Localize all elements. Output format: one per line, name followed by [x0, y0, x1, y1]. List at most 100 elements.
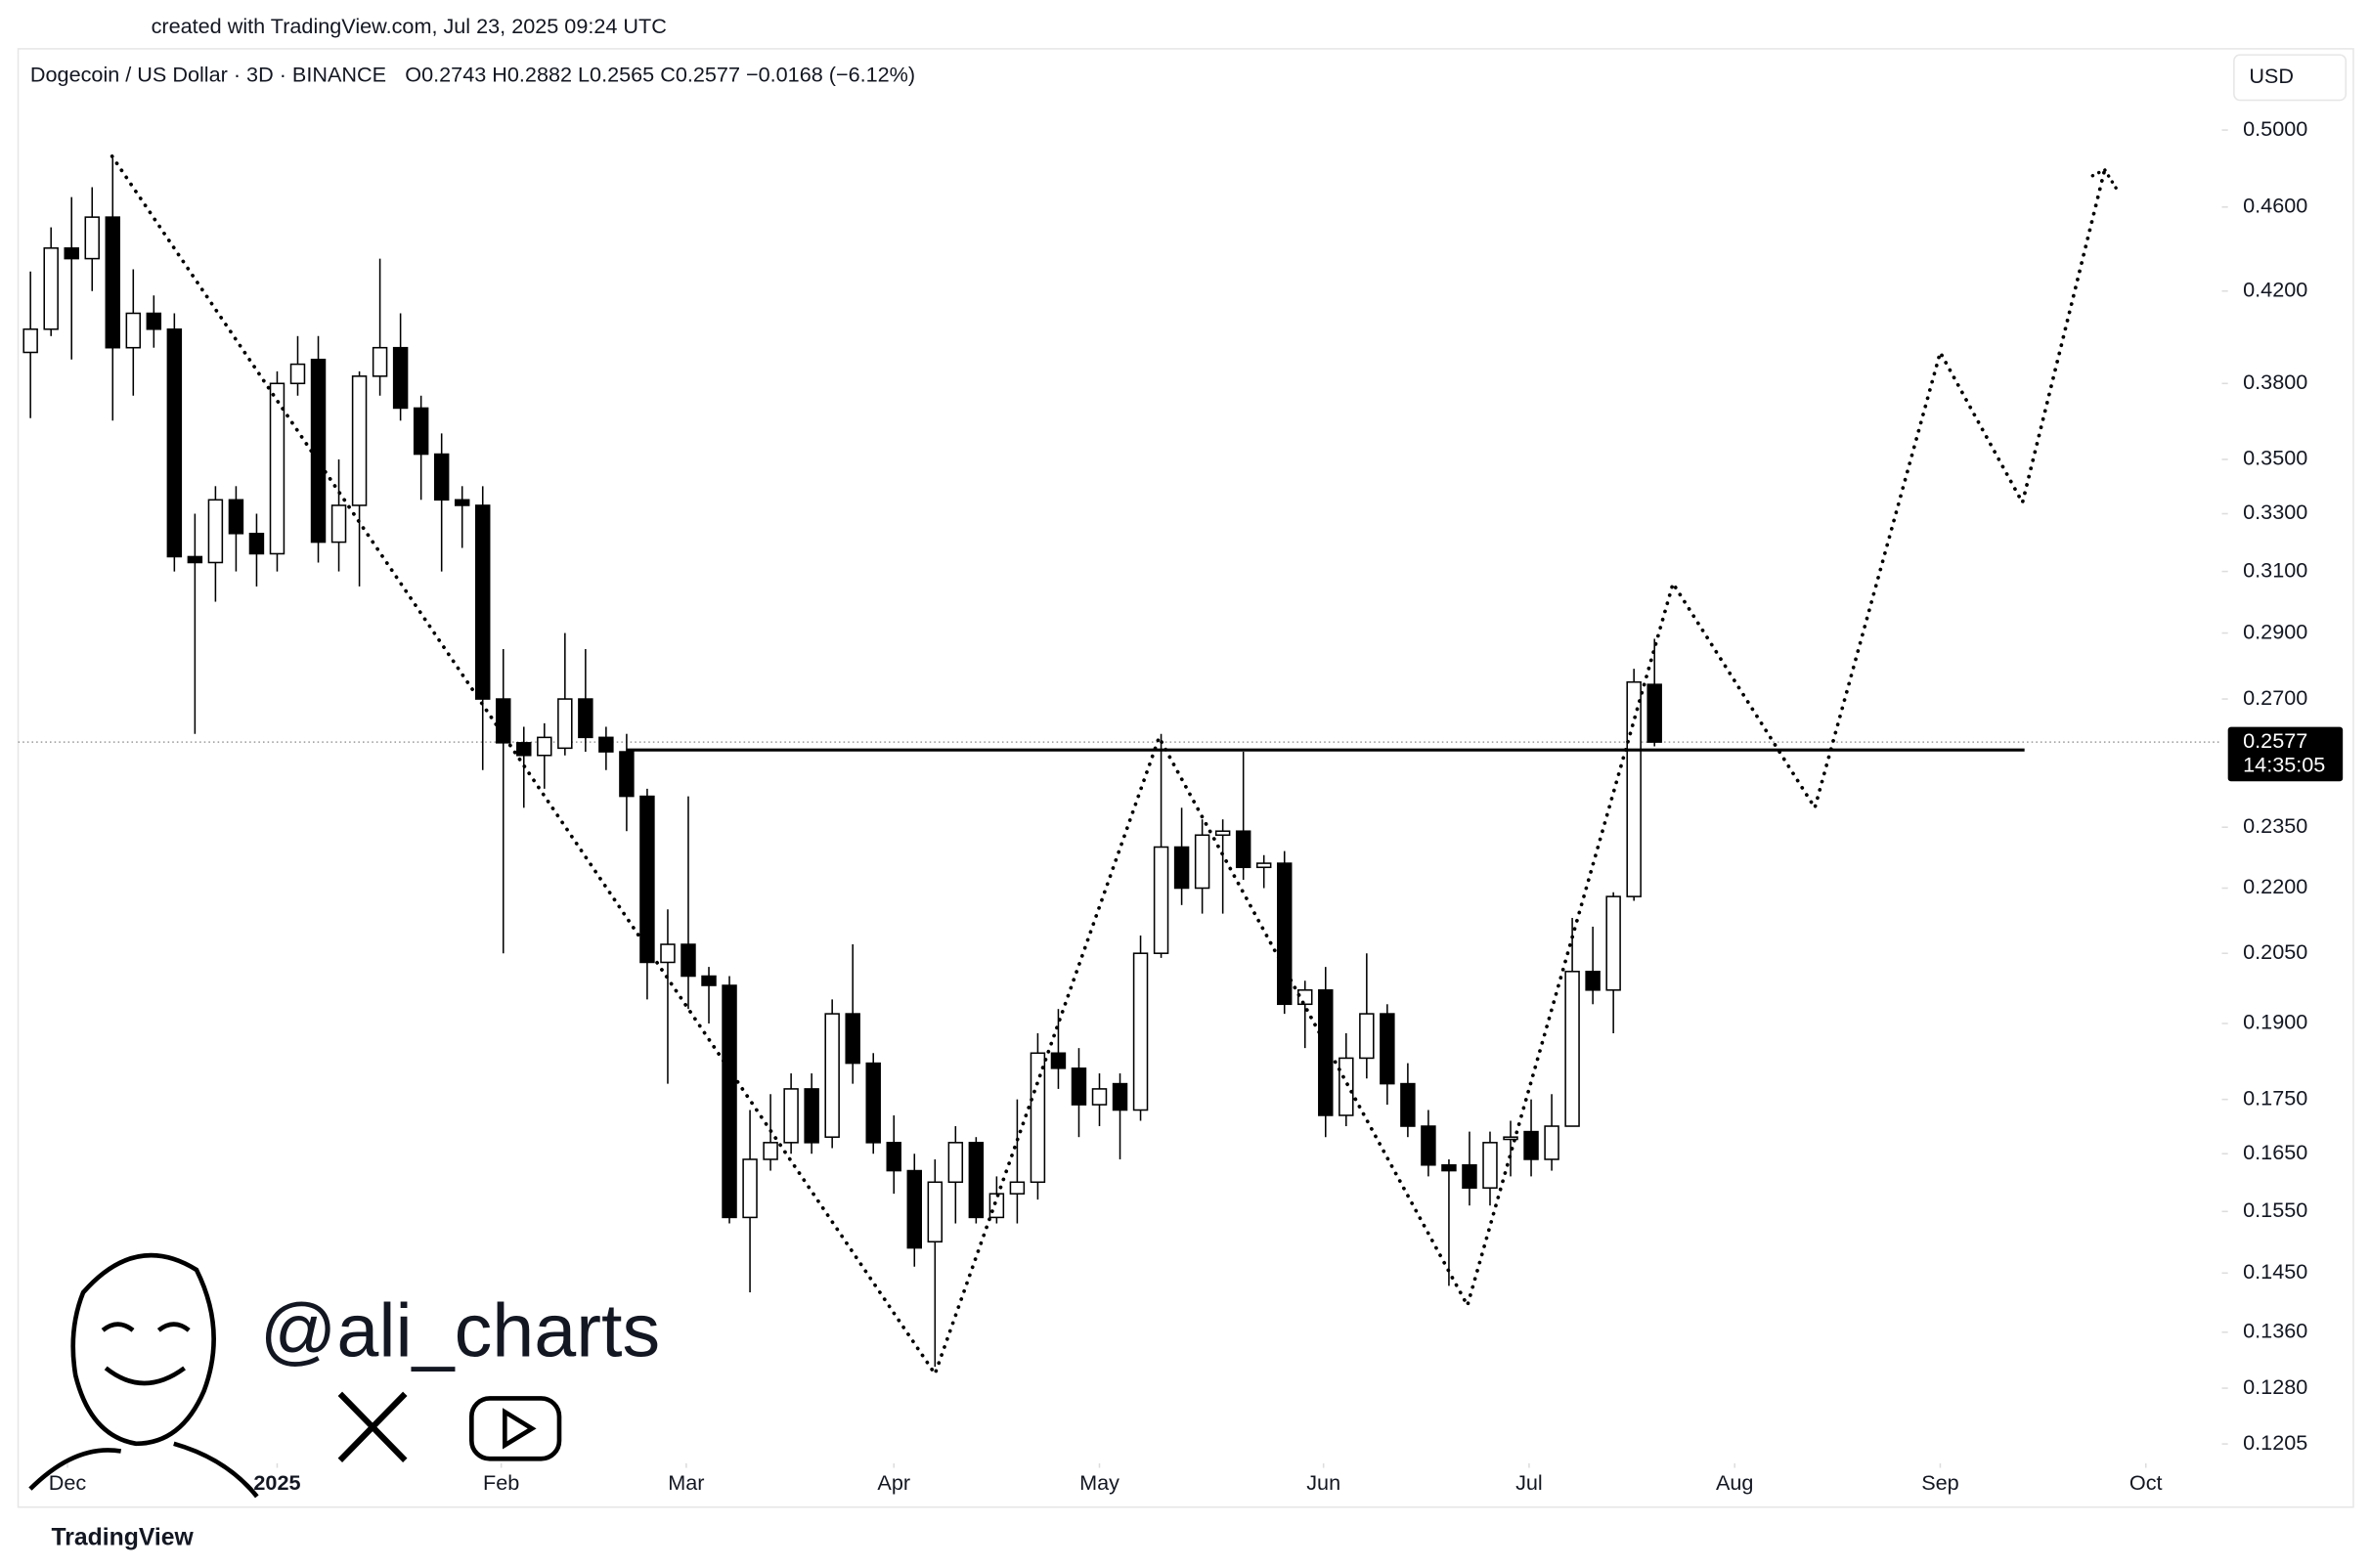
- y-tick-label: 0.1360: [2243, 1319, 2307, 1343]
- candle-body: [701, 975, 717, 986]
- candle-body: [1626, 680, 1642, 897]
- candle-body: [1523, 1130, 1539, 1160]
- projection-path: [110, 154, 2107, 1378]
- candle-body: [43, 247, 59, 330]
- candle-body: [639, 795, 655, 964]
- candle-body: [804, 1088, 819, 1144]
- candle-body: [248, 532, 265, 555]
- y-tick-label: 0.1650: [2243, 1140, 2307, 1164]
- candle-body: [1009, 1181, 1026, 1195]
- candle-body: [1605, 895, 1621, 991]
- candle-body: [763, 1142, 778, 1160]
- y-tick-label: 0.5000: [2243, 116, 2307, 141]
- x-tick-label: Mar: [668, 1470, 704, 1495]
- candle-body: [845, 1013, 860, 1065]
- candle-body: [1585, 971, 1601, 991]
- candle-body: [886, 1142, 901, 1172]
- candle-body: [64, 247, 79, 260]
- candle-body: [1173, 846, 1190, 890]
- y-tick-label: 0.4200: [2243, 277, 2307, 301]
- youtube-logo[interactable]: [469, 1396, 562, 1461]
- mascot: [28, 1252, 259, 1499]
- candle-body: [1380, 1013, 1395, 1085]
- y-tick-label: 0.3800: [2243, 370, 2307, 394]
- candle-body: [1503, 1136, 1518, 1141]
- x-tick-label: Jun: [1306, 1470, 1340, 1495]
- currency[interactable]: USD: [2249, 64, 2294, 88]
- created-note: created with TradingView.com, Jul 23, 20…: [152, 14, 667, 38]
- candle-body: [557, 698, 573, 750]
- candle-body: [598, 736, 614, 753]
- candle-body: [207, 499, 224, 564]
- candle-body: [619, 751, 635, 798]
- ohlc: O0.2743 H0.2882 L0.2565 C0.2577 −0.0168 …: [405, 62, 915, 86]
- y-tick-label: 0.3100: [2243, 557, 2307, 582]
- candle-body: [578, 698, 593, 739]
- candle-body: [1318, 989, 1334, 1116]
- price-label: 0.2577: [2243, 728, 2307, 753]
- candle-body: [1462, 1163, 1477, 1189]
- x-tick-label: May: [1079, 1470, 1119, 1495]
- candle-body: [392, 346, 409, 410]
- candle-body: [1646, 683, 1662, 743]
- candle-body: [372, 346, 388, 377]
- candle-body: [496, 698, 511, 744]
- y-tick-label: 0.1900: [2243, 1010, 2307, 1034]
- candle-body: [330, 504, 347, 544]
- currency-box[interactable]: [2233, 54, 2348, 102]
- y-tick-label: 0.2350: [2243, 813, 2307, 838]
- countdown: 14:35:05: [2243, 753, 2325, 777]
- projection-arrow: [2090, 167, 2119, 192]
- y-tick-label: 0.3500: [2243, 446, 2307, 470]
- y-tick-label: 0.1550: [2243, 1198, 2307, 1222]
- y-tick-label: 0.4600: [2243, 194, 2307, 218]
- candle-body: [351, 375, 368, 506]
- x-tick-label: Dec: [49, 1470, 87, 1495]
- candle-body: [865, 1062, 881, 1144]
- candle-body: [1030, 1052, 1046, 1184]
- candle-body: [1050, 1052, 1067, 1069]
- y-tick-label: 0.3300: [2243, 500, 2307, 524]
- candle-body: [166, 327, 183, 558]
- x-logo[interactable]: [337, 1391, 408, 1462]
- candle-body: [968, 1142, 985, 1219]
- candle-body: [927, 1181, 944, 1243]
- candle-body: [1359, 1013, 1375, 1060]
- candle-body: [146, 312, 162, 330]
- candle-body: [433, 453, 450, 501]
- y-tick-label: 0.1280: [2243, 1374, 2307, 1399]
- x-tick-label: Sep: [1921, 1470, 1958, 1495]
- candle-body: [1421, 1125, 1436, 1166]
- candle-body: [1132, 952, 1149, 1111]
- candle-body: [310, 358, 327, 544]
- candle-body: [454, 499, 470, 506]
- candle-body: [269, 382, 285, 555]
- x-tick-label: Apr: [877, 1470, 910, 1495]
- candle-body: [947, 1142, 964, 1184]
- candle-body: [187, 555, 203, 564]
- y-tick-label: 0.1750: [2243, 1085, 2307, 1110]
- frame: [17, 48, 2354, 1508]
- x-tick-label: 2025: [253, 1470, 300, 1495]
- candle-body: [1277, 862, 1293, 1006]
- brand[interactable]: TradingView: [52, 1525, 195, 1551]
- x-tick-label: Feb: [483, 1470, 519, 1495]
- candle-body: [537, 736, 552, 757]
- candle-body: [783, 1088, 799, 1144]
- candle-body: [906, 1169, 922, 1249]
- candle-body: [1194, 834, 1210, 890]
- candle-body: [1441, 1163, 1457, 1172]
- x-tick-label: Oct: [2129, 1470, 2163, 1495]
- candle-body: [824, 1013, 840, 1138]
- candle-body: [1071, 1067, 1087, 1106]
- candle-body: [105, 216, 120, 349]
- candle-body: [413, 407, 429, 456]
- candle-body: [516, 742, 532, 757]
- candle-body: [1544, 1125, 1559, 1160]
- candle-body: [660, 943, 676, 964]
- candle-body: [988, 1193, 1005, 1219]
- y-tick-label: 0.1205: [2243, 1430, 2307, 1455]
- candle-body: [742, 1158, 758, 1219]
- candle-body: [125, 312, 142, 349]
